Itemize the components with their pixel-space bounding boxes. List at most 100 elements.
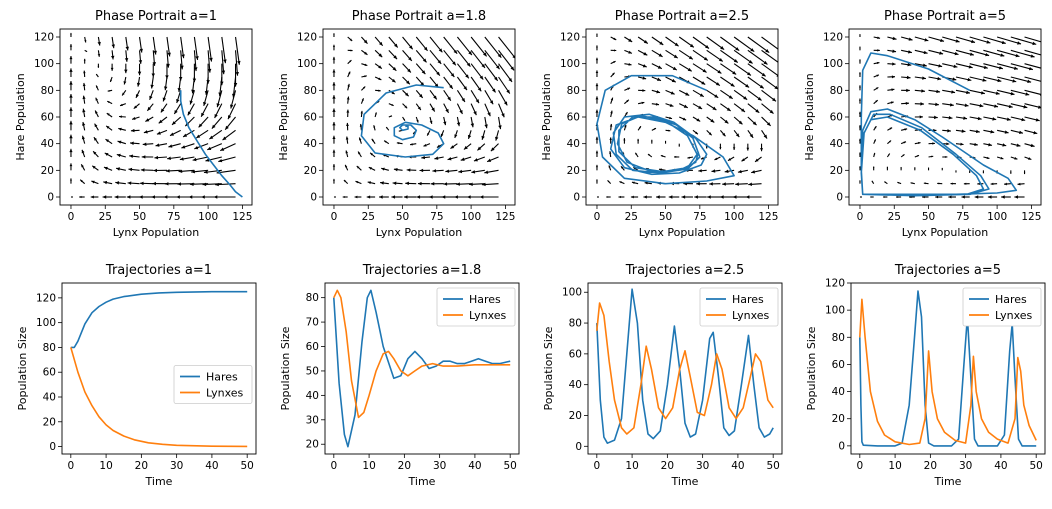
quiver-arrowhead [778, 62, 782, 66]
quiver-arrowhead [90, 195, 94, 199]
quiver-arrowhead [1042, 80, 1046, 83]
quiver-arrowhead [653, 128, 656, 130]
y-tick-label: 120 [560, 32, 580, 44]
x-tick-label: 20 [924, 460, 937, 472]
quiver-arrowhead [897, 182, 900, 184]
quiver-arrowhead [722, 182, 726, 186]
trajectories-a1-8: Trajectories a=1.8 Time Population Size 0 10… [279, 263, 520, 488]
quiver-arrowhead [859, 72, 861, 75]
quiver-arrowhead [994, 104, 998, 108]
quiver-arrowhead [889, 127, 893, 130]
quiver-arrowhead [156, 131, 161, 135]
quiver-arrow [221, 50, 225, 75]
x-axis-label: Time [934, 475, 962, 488]
quiver-arrowhead [106, 125, 110, 129]
y-tick-label: 20 [41, 165, 54, 177]
quiver-arrowhead [919, 115, 923, 119]
quiver-arrowhead [977, 116, 982, 121]
quiver-arrow [221, 36, 226, 64]
quiver-arrowhead [698, 169, 702, 173]
quiver-arrowhead [916, 155, 919, 157]
quiver-arrowhead [964, 103, 969, 107]
quiver-arrowhead [635, 152, 638, 156]
quiver-arrowhead [434, 156, 439, 160]
quiver-arrowhead [467, 134, 472, 139]
x-tick-label: 125 [232, 211, 252, 223]
x-tick-label: 50 [396, 211, 409, 223]
y-tick-label: 60 [569, 348, 582, 360]
quiver-arrowhead [618, 195, 621, 199]
x-axis-label: Lynx Population [376, 226, 462, 239]
quiver-arrowhead [423, 143, 427, 147]
y-tick-label: 80 [43, 342, 56, 354]
quiver-arrowhead [170, 132, 175, 136]
quiver-arrowhead [228, 115, 232, 120]
quiver-arrowhead [92, 165, 96, 169]
quiver-arrowhead [346, 109, 350, 113]
quiver-arrowhead [477, 146, 482, 151]
quiver-arrowhead [695, 131, 698, 135]
quiver-arrowhead [427, 132, 430, 136]
quiver-arrowhead [905, 101, 910, 105]
y-tick-label: 20 [567, 165, 580, 177]
y-tick-label: 60 [306, 341, 319, 353]
quiver-arrow [1024, 49, 1041, 56]
quiver-arrowhead [123, 81, 127, 85]
y-tick-label: 0 [575, 441, 582, 453]
quiver-arrowhead [97, 53, 101, 57]
quiver-arrowhead [1004, 130, 1009, 134]
panel-title: Phase Portrait a=5 [884, 9, 1006, 24]
quiver-arrowhead [443, 182, 448, 186]
quiver-arrowhead [710, 118, 715, 123]
quiver-arrowhead [643, 195, 647, 199]
quiver-arrowhead [967, 77, 972, 82]
quiver-arrowhead [745, 83, 750, 88]
quiver-arrowhead [701, 81, 706, 85]
quiver-arrowhead [130, 128, 135, 133]
quiver-arrow [498, 36, 515, 59]
x-tick-label: 0 [594, 211, 601, 223]
panel-title: Trajectories a=2.5 [625, 263, 745, 278]
quiver-arrowhead [655, 102, 660, 106]
quiver-arrowhead [906, 88, 910, 93]
quiver-arrowhead [165, 169, 170, 173]
quiver-arrowhead [347, 83, 350, 87]
quiver-arrowhead [908, 50, 912, 54]
quiver-arrow [761, 63, 778, 77]
quiver-arrowhead [699, 93, 704, 97]
y-tick-label: 30 [306, 414, 319, 426]
quiver-arrowhead [403, 195, 408, 199]
legend-entry: Hares [732, 293, 764, 306]
x-tick-label: 30 [170, 460, 183, 472]
quiver-arrowhead [128, 167, 133, 172]
x-tick-label: 20 [661, 460, 674, 472]
quiver-arrowhead [628, 38, 633, 42]
quiver-arrowhead [883, 196, 885, 198]
quiver-arrowhead [473, 111, 477, 116]
quiver-arrowhead [969, 171, 971, 173]
quiver-arrowhead [700, 157, 704, 160]
quiver-arrowhead [903, 141, 906, 144]
y-tick-label: 60 [304, 112, 317, 124]
quiver-arrowhead [96, 85, 99, 88]
y-tick-label: 40 [567, 138, 580, 150]
quiver-arrowhead [187, 111, 192, 116]
quiver-arrowhead [359, 137, 362, 141]
quiver-arrowhead [935, 102, 939, 107]
quiver-arrowhead [83, 70, 86, 74]
quiver-arrowhead [861, 196, 862, 198]
quiver-arrowhead [136, 82, 141, 87]
quiver-arrowhead [69, 81, 73, 85]
quiver-arrowhead [888, 140, 892, 143]
quiver-arrowhead [631, 181, 635, 184]
quiver-arrowhead [107, 89, 110, 92]
quiver-arrowhead [673, 54, 678, 59]
quiver-arrowhead [140, 168, 145, 172]
x-tick-label: 50 [503, 460, 516, 472]
quiver-arrowhead [858, 125, 861, 128]
quiver-arrowhead [891, 88, 895, 92]
quiver-arrowhead [689, 43, 694, 48]
y-tick-label: 0 [573, 192, 580, 204]
quiver-arrowhead [93, 151, 97, 155]
legend [699, 287, 779, 327]
